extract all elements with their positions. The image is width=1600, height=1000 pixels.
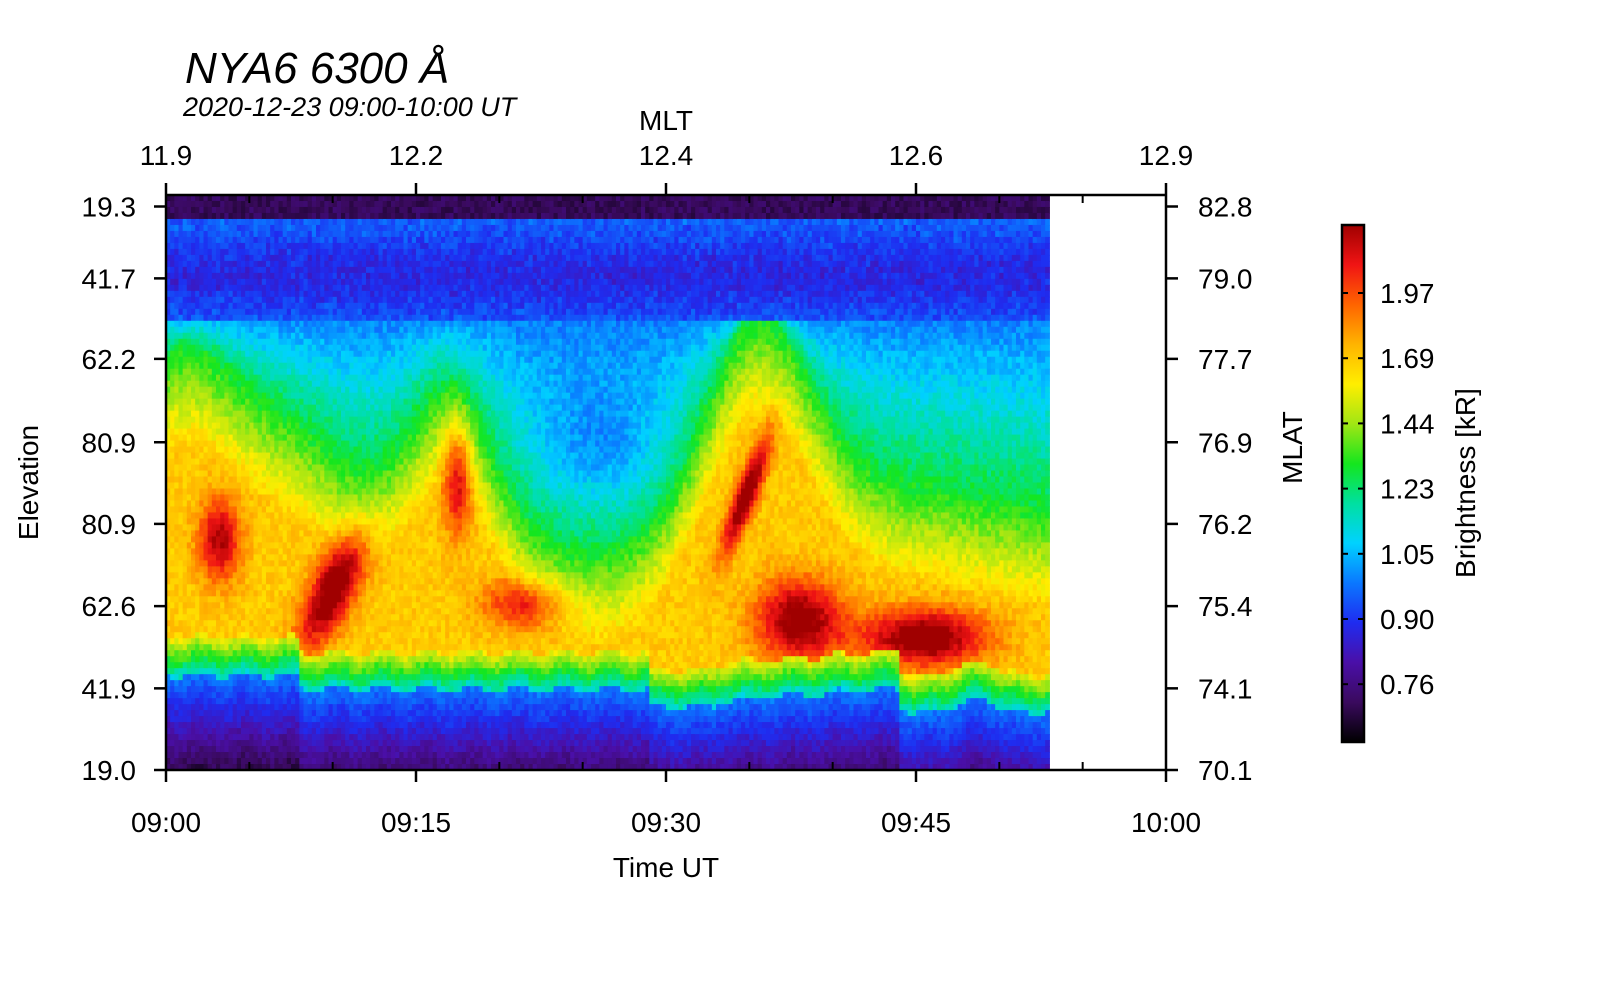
colorbar [1340,223,1366,744]
y-right-tick-label: 79.0 [1198,263,1253,294]
y-tick-label: 62.2 [82,344,137,375]
x-tick-label: 09:30 [631,807,701,838]
colorbar-tick-label: 1.05 [1380,539,1435,570]
y-right-axis-label: MLAT [1277,411,1308,484]
x-tick-label: 09:45 [881,807,951,838]
colorbar-tick-label: 0.90 [1380,604,1435,635]
y-axis-label: Elevation [13,425,44,540]
y-tick-label: 41.9 [82,673,137,704]
y-tick-label: 41.7 [82,263,137,294]
chart-title: NYA6 6300 Å [185,44,449,94]
x-top-tick-label: 12.6 [889,140,944,171]
x-tick-label: 09:15 [381,807,451,838]
colorbar-tick-label: 1.69 [1380,343,1435,374]
heatmap-cells [166,195,1050,771]
y-right-tick-label: 70.1 [1198,755,1253,786]
x-top-tick-label: 11.9 [140,140,192,171]
y-right-tick-label: 77.7 [1198,344,1253,375]
y-tick-label: 80.9 [82,427,137,458]
y-right-tick-label: 74.1 [1198,673,1253,704]
colorbar-tick-label: 1.23 [1380,474,1435,505]
x-top-axis-label: MLT [639,105,693,136]
y-tick-label: 80.9 [82,509,137,540]
colorbar-tick-label: 1.97 [1380,278,1435,309]
y-right-tick-label: 76.2 [1198,509,1253,540]
colorbar-tick-label: 0.76 [1380,669,1435,700]
y-right-tick-label: 75.4 [1198,591,1253,622]
colorbar-tick-label: 1.44 [1380,408,1435,439]
y-right-tick-label: 76.9 [1198,427,1253,458]
y-tick-label: 19.0 [82,755,137,786]
y-tick-label: 19.3 [82,192,137,223]
x-top-tick-label: 12.4 [639,140,694,171]
y-tick-label: 62.6 [82,591,137,622]
chart-subtitle: 2020-12-23 09:00-10:00 UT [183,92,516,123]
colorbar-label: Brightness [kR] [1450,388,1481,578]
x-top-tick-label: 12.2 [389,140,444,171]
x-tick-label: 10:00 [1131,807,1201,838]
x-tick-label: 09:00 [131,807,201,838]
x-top-tick-label: 12.9 [1139,140,1194,171]
x-axis-label: Time UT [613,852,719,883]
y-right-tick-label: 82.8 [1198,192,1253,223]
